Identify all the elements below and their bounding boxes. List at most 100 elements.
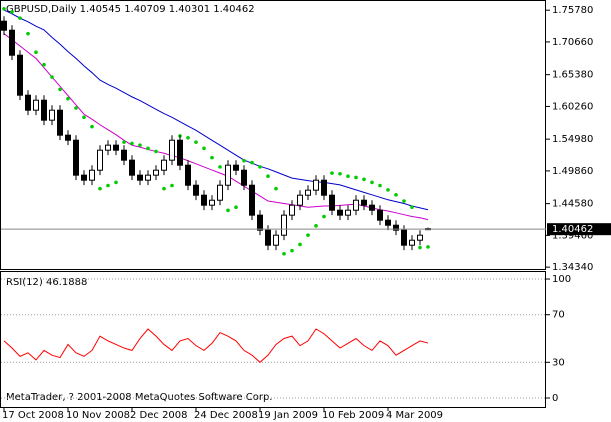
candle-body (121, 149, 127, 161)
candle-body (89, 169, 95, 181)
candle-body (225, 164, 231, 186)
candle-body (353, 199, 359, 211)
sar-dot (226, 208, 230, 213)
sar-dot (378, 183, 382, 188)
candle-body (289, 204, 295, 216)
sar-dot (202, 146, 206, 151)
sar-dot (154, 149, 158, 154)
candle-body (25, 94, 31, 111)
main-panel (0, 0, 546, 270)
sar-dot (338, 171, 342, 176)
sar-dot (210, 155, 214, 160)
sar-dot (330, 171, 334, 175)
candle-body (113, 144, 119, 151)
candle-body (257, 214, 263, 231)
last-price-label: 1.40462 (552, 224, 593, 235)
candle-body (73, 139, 79, 176)
sar-dot (370, 180, 374, 185)
candle-body (409, 239, 415, 246)
sar-dot (10, 10, 14, 14)
sar-dot (138, 143, 142, 148)
sar-dot (346, 174, 350, 179)
candle-body (329, 194, 335, 211)
sar-dot (242, 158, 246, 163)
candle-body (265, 229, 271, 246)
sar-dot (394, 193, 398, 197)
candle-body (1, 20, 7, 31)
candle-body (201, 194, 207, 206)
candle-body (305, 189, 311, 196)
sar-dot (2, 7, 6, 11)
sar-dot (58, 87, 62, 92)
sar-dot (282, 251, 286, 256)
candle-body (97, 149, 103, 171)
sar-dot (194, 140, 198, 144)
candle-body (49, 109, 55, 121)
sar-dot (146, 146, 150, 151)
y-tick-label: 1.65380 (552, 70, 593, 81)
candle-body (33, 99, 39, 111)
candle-body (57, 109, 63, 136)
sar-dot (418, 245, 422, 250)
candle-body (233, 164, 239, 171)
rsi-panel (0, 271, 546, 408)
candle-body (9, 29, 15, 56)
y-tick-label: 30 (552, 357, 565, 368)
sar-dot (426, 245, 430, 249)
candle-body (281, 214, 287, 236)
candle-body (217, 184, 223, 201)
sar-dot (170, 183, 174, 188)
rsi-line (3, 328, 429, 363)
sar-dot (66, 96, 70, 101)
x-tick-label: 10 Nov 2008 (66, 410, 130, 421)
candle-body (273, 234, 279, 246)
y-tick-label: 1.39460 (552, 230, 593, 241)
y-tick-label: 1.60260 (552, 101, 593, 112)
candle-body (17, 54, 23, 96)
candle-body (137, 174, 143, 181)
candle-body (209, 199, 215, 206)
sar-dot (402, 199, 406, 203)
y-tick-label: 70 (552, 310, 565, 321)
last-price-box (547, 223, 611, 236)
sar-dot (274, 186, 278, 191)
sar-dot (354, 175, 358, 180)
x-tick-label: 4 Mar 2009 (386, 410, 443, 421)
sar-dot (42, 62, 46, 67)
sar-dot (26, 31, 30, 36)
candle-body (321, 179, 327, 196)
sar-dot (314, 224, 318, 228)
candle-body (249, 184, 255, 216)
candle-body (377, 209, 383, 221)
candle-body (193, 184, 199, 196)
candle-body (313, 179, 319, 191)
candle-body (417, 234, 423, 241)
candle-body (169, 139, 175, 161)
y-tick-label: 0 (552, 393, 558, 404)
sar-dot (162, 186, 166, 191)
candle-body (177, 139, 183, 166)
sar-dot (306, 233, 310, 237)
sar-dot (106, 183, 110, 188)
candle-body (161, 159, 167, 171)
candle-body (105, 144, 111, 151)
candle-body (145, 174, 151, 181)
sar-dot (90, 124, 94, 129)
moving-average (3, 9, 429, 211)
sar-dot (266, 174, 270, 179)
sar-dot (362, 177, 366, 182)
candle-body (81, 174, 87, 181)
sar-dot (250, 160, 254, 165)
x-tick-label: 17 Oct 2008 (2, 410, 64, 421)
sar-dot (82, 115, 86, 120)
candle-body (393, 224, 399, 231)
candle-body (361, 199, 367, 206)
candle-body (65, 134, 71, 141)
sar-dot (322, 214, 326, 219)
candle-body (401, 229, 407, 246)
x-tick-label: 24 Dec 2008 (194, 410, 258, 421)
sar-dot (298, 242, 302, 247)
x-tick-label: 19 Jan 2009 (258, 410, 318, 421)
